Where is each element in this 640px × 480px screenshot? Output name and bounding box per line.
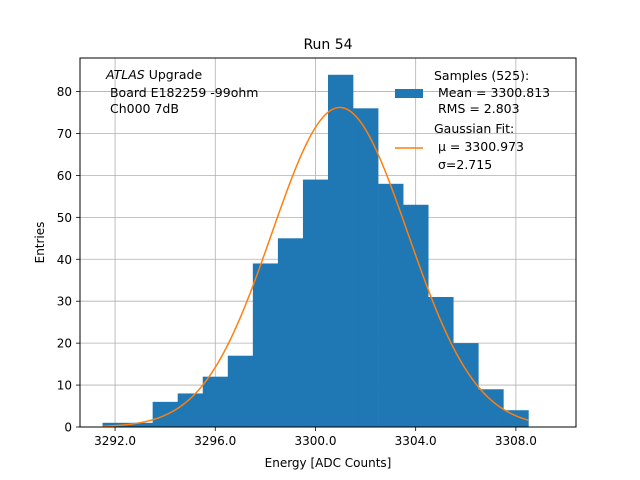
y-axis-label: Entries [33,222,47,264]
plot-frame [79,57,577,428]
annotation-channel: Ch000 7dB [106,101,179,116]
x-axis-label: Energy [ADC Counts] [265,456,392,470]
y-tick-label: 20 [57,337,72,351]
legend-samples-patch [395,89,423,98]
histogram-bar [302,179,329,427]
histogram-bar [378,183,404,427]
x-tick-label: 3300.0 [294,434,336,448]
y-tick-label: 30 [57,295,72,309]
y-tick-label: 50 [57,211,72,225]
histogram-bar [227,355,254,427]
histogram-bar [277,238,304,427]
histogram-bars [102,74,529,428]
histogram-bar [328,74,354,427]
histogram-bar [453,343,479,427]
legend: Samples (525): Mean = 3300.813 RMS = 2.8… [395,68,550,172]
annotation-board: Board E182259 -99ohm [106,85,258,100]
histogram-bar [127,422,153,427]
chart-title: Run 54 [303,37,352,53]
legend-samples-mean: Mean = 3300.813 [434,85,550,100]
legend-fit-sigma: σ=2.715 [434,157,492,172]
legend-samples-rms: RMS = 2.803 [434,101,520,116]
x-tick-label: 3308.0 [495,434,537,448]
histogram-bar [353,108,379,428]
y-axis-ticks: 0 10 20 30 40 50 60 70 80 [57,85,80,435]
legend-fit-mu: μ = 3300.973 [434,139,524,154]
histogram-bar [202,376,229,427]
y-tick-label: 10 [57,379,72,393]
y-tick-label: 0 [64,421,72,435]
histogram-bar [403,204,429,427]
gaussian-fit-curve [102,106,529,428]
x-axis-ticks: 3292.0 3296.0 3300.0 3304.0 3308.0 [94,427,537,448]
annotation-atlas: ATLAS [105,67,145,82]
legend-fit-title: Gaussian Fit: [434,121,514,136]
y-tick-label: 60 [57,169,72,183]
histogram-bar [252,263,279,427]
y-tick-label: 80 [57,85,72,99]
legend-samples-title: Samples (525): [434,68,529,83]
x-tick-label: 3304.0 [395,434,437,448]
svg-text:ATLAS Upgrade: ATLAS Upgrade [105,67,202,82]
annotation-text: ATLAS Upgrade Board E182259 -99ohm Ch000… [105,67,258,116]
x-tick-label: 3292.0 [94,434,136,448]
histogram-bar [503,410,529,427]
histogram-bar [478,389,504,427]
x-tick-label: 3296.0 [194,434,236,448]
histogram-bar [428,297,454,427]
annotation-upgrade: Upgrade [145,67,203,82]
y-tick-label: 70 [57,127,72,141]
y-tick-label: 40 [57,253,72,267]
